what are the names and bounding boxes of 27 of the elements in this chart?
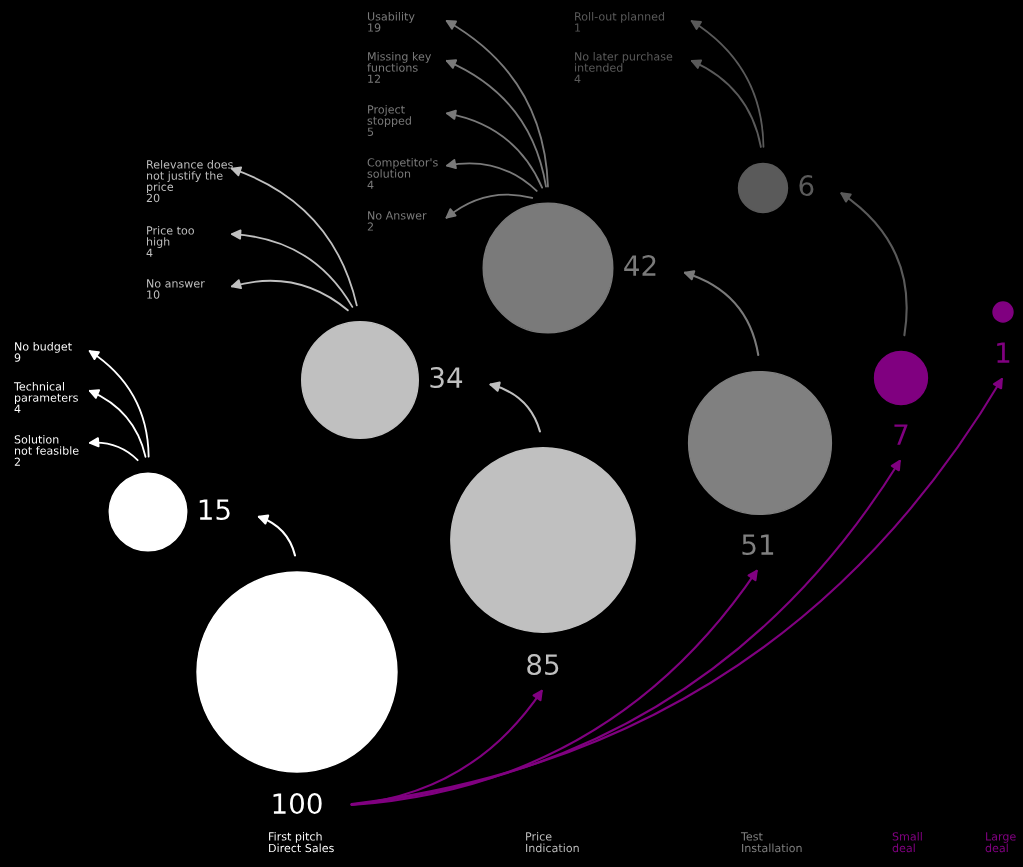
- category-label: Price Indication: [526, 832, 579, 853]
- category-label: First pitch Direct Sales: [269, 832, 334, 853]
- text: Solution not feasible 2: [14, 435, 79, 466]
- text: No answer 10: [147, 279, 205, 299]
- data-label: 7: [894, 424, 908, 445]
- text: Missing key functions 12: [367, 52, 432, 83]
- data-label: 34: [430, 367, 463, 389]
- text: No Answer 2: [367, 211, 427, 231]
- data-label: 51: [742, 534, 774, 556]
- text: Usability 19: [367, 12, 415, 32]
- text: Project stopped 5: [367, 105, 411, 136]
- text: Competitor's solution 4: [367, 158, 438, 189]
- data-label: 1: [997, 342, 1010, 363]
- data-label: 42: [624, 255, 656, 276]
- category-label: Large deal: [985, 832, 1016, 853]
- text: No budget 9: [14, 342, 72, 362]
- data-label: 6: [799, 175, 814, 197]
- text: Roll-out planned 1: [575, 12, 665, 32]
- text: No later purchase intended 4: [574, 52, 673, 83]
- text: Technical parameters 4: [13, 382, 78, 413]
- text: Price too high 4: [146, 226, 194, 257]
- category-label: Test Installation: [740, 832, 802, 853]
- data-label: 100: [273, 793, 322, 815]
- data-label: 15: [199, 499, 230, 521]
- data-label: 85: [527, 654, 559, 676]
- category-label: Small deal: [892, 832, 922, 853]
- text: Relevance does not justify the price 20: [146, 160, 233, 203]
